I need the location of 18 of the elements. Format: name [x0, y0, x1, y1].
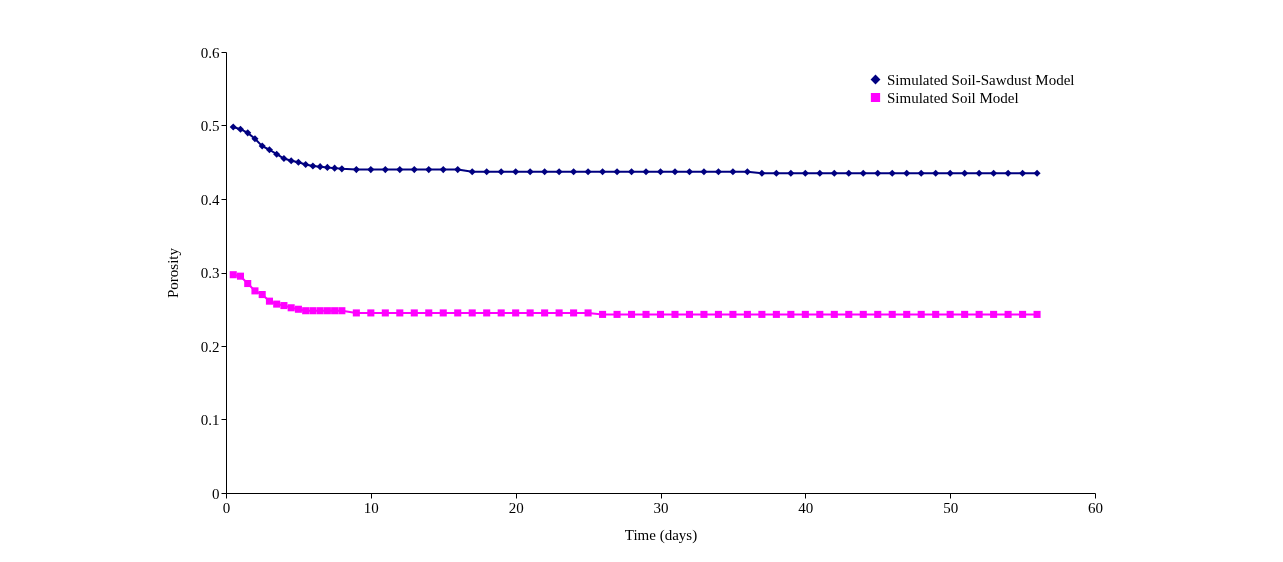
y-tick-label: 0.3 — [200, 265, 220, 281]
legend-label: Simulated Soil Model — [887, 89, 1019, 106]
x-axis-title: Time (days) — [624, 526, 698, 544]
y-tick-label: 0.6 — [200, 44, 220, 61]
x-tick-label: 40 — [798, 499, 814, 516]
y-tick-label: 0.1 — [200, 412, 220, 428]
y-tick-label: 0.4 — [200, 191, 220, 208]
legend-label: Simulated Soil-Sawdust Model — [887, 71, 1075, 88]
x-tick-label: 30 — [653, 499, 669, 516]
x-tick-label: 0 — [222, 499, 231, 516]
x-tick-label: 20 — [508, 499, 524, 516]
x-tick-label: 60 — [1088, 499, 1103, 516]
x-tick-label: 10 — [363, 499, 379, 516]
y-tick-label: 0 — [212, 485, 220, 502]
y-axis-title: Porosity — [164, 247, 181, 299]
x-tick-label: 50 — [943, 499, 959, 516]
y-tick-label: 0.5 — [200, 118, 220, 134]
y-tick-label: 0.2 — [200, 338, 220, 355]
